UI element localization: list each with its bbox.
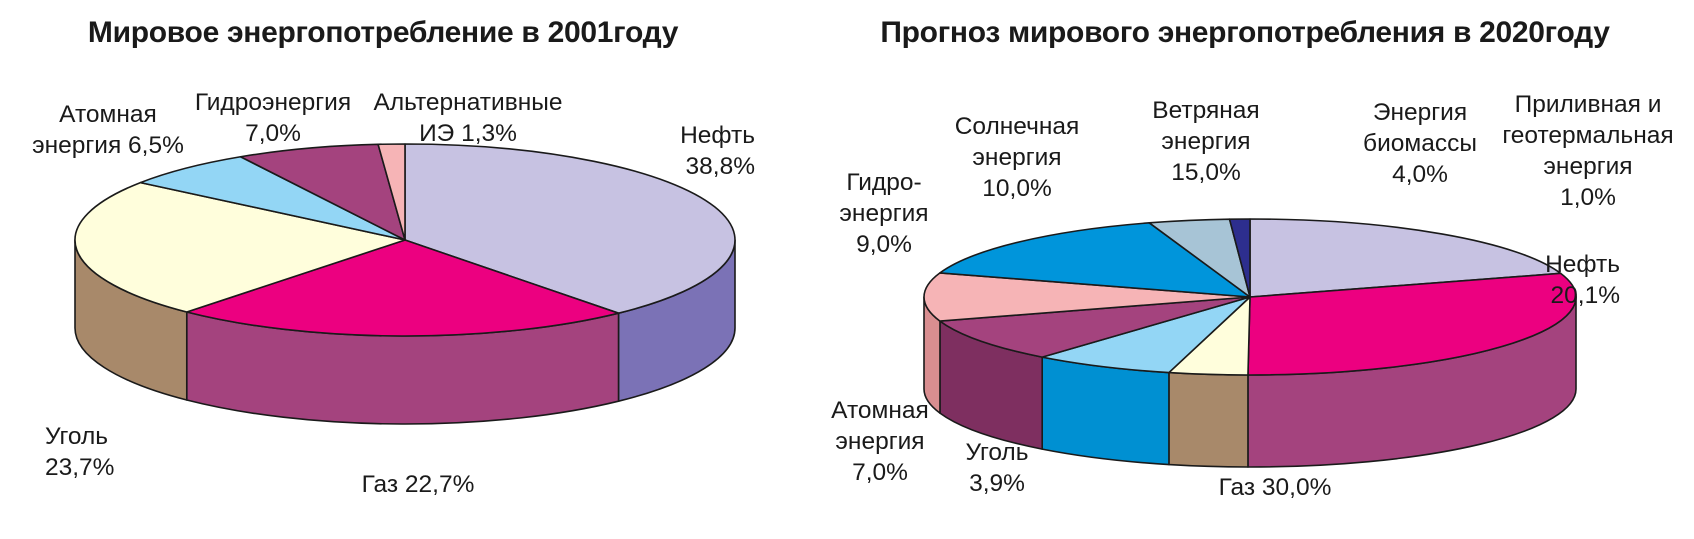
label-line: энергия: [1543, 153, 1632, 180]
label-line: Уголь: [965, 439, 1028, 466]
label-line: Нефть: [680, 122, 755, 149]
pie-2020: [923, 218, 1577, 468]
chart-2020: Прогноз мирового энергопотребления в 202…: [831, 16, 1673, 501]
label-приливная-и-геотермальная-энергия: Приливная и геотермальная энергия 1,0%: [1502, 91, 1673, 211]
label-line: Газ 22,7%: [362, 471, 475, 498]
label-line: 3,9%: [969, 470, 1025, 497]
label-line: Солнечная: [955, 113, 1080, 140]
slice-газ: [185, 239, 620, 337]
labels-2001: Нефть 38,8% Газ 22,7% Уголь 23,7% Атомная энер…: [32, 89, 755, 498]
label-line: Приливная и: [1515, 91, 1662, 118]
label-атомная-энергия: Атомная энергия 6,5%: [32, 101, 184, 159]
side-уголь: [1168, 371, 1249, 468]
label-line: Уголь: [45, 423, 108, 450]
label-line: энергия 6,5%: [32, 132, 184, 159]
slice-ветряная-энергия: [939, 222, 1251, 298]
label-line: ИЭ 1,3%: [419, 120, 517, 147]
slice-атомная-энергия: [1041, 296, 1251, 374]
slice-альтернативные-иэ: [377, 143, 406, 241]
label-гидроэнергия: Гидро-энергия 9,0%: [839, 169, 928, 258]
label-газ: Газ 30,0%: [1219, 474, 1332, 501]
label-line: Альтернативные: [374, 89, 563, 116]
label-line: энергия: [839, 200, 928, 227]
label-солнечная-энергия: Солнечная энергия 10,0%: [955, 113, 1080, 202]
label-нефть: Нефть 38,8%: [680, 122, 755, 180]
label-альтернативные-иэ: Альтернативные ИЭ 1,3%: [374, 89, 563, 147]
slice-атомная-энергия: [139, 155, 406, 241]
label-line: Гидроэнергия: [195, 89, 351, 116]
label-line: 15,0%: [1171, 159, 1240, 186]
label-line: Газ 30,0%: [1219, 474, 1332, 501]
top-faces: [74, 143, 736, 337]
label-line: Атомная: [831, 397, 929, 424]
side-атомная-энергия: [1041, 356, 1170, 466]
label-line: 9,0%: [856, 231, 912, 258]
side-walls: [74, 239, 736, 425]
slice-солнечная-энергия: [923, 272, 1251, 322]
slice-уголь: [74, 181, 406, 313]
label-line: 38,8%: [686, 153, 755, 180]
slice-нефть: [404, 143, 736, 314]
slice-газ: [1247, 272, 1577, 376]
label-line: биомассы: [1363, 130, 1477, 157]
side-walls: [923, 296, 1577, 468]
label-line: Энергия: [1373, 99, 1467, 126]
label-line: 20,1%: [1551, 282, 1620, 309]
label-line: 23,7%: [45, 454, 114, 481]
label-line: 7,0%: [852, 459, 908, 486]
label-line: геотермальная: [1502, 122, 1673, 149]
label-line: 4,0%: [1392, 161, 1448, 188]
label-атомная-энергия: Атомная энергия 7,0%: [831, 397, 929, 486]
label-ветряная-энергия: Ветряная энергия 15,0%: [1152, 97, 1259, 186]
label-line: энергия: [1161, 128, 1250, 155]
label-нефть: Нефть 20,1%: [1545, 251, 1620, 309]
label-гидроэнергия: Гидроэнергия 7,0%: [195, 89, 351, 147]
labels-2020: Нефть 20,1% Газ 30,0% Уголь 3,9% Атомная энерг…: [831, 91, 1673, 501]
label-газ: Газ 22,7%: [362, 471, 475, 498]
label-уголь: Уголь 3,9%: [965, 439, 1028, 497]
top-faces: [923, 218, 1577, 376]
slice-гидроэнергия: [939, 296, 1251, 358]
slice-гидроэнергия: [239, 143, 406, 241]
slice-нефть: [1249, 218, 1562, 298]
chart-2020-title: Прогноз мирового энергопотребления в 202…: [880, 16, 1610, 49]
label-уголь: Уголь 23,7%: [45, 423, 114, 481]
label-line: Ветряная: [1152, 97, 1259, 124]
label-line: 10,0%: [982, 175, 1051, 202]
label-line: Нефть: [1545, 251, 1620, 278]
chart-2001-title: Мировое энергопотребление в 2001году: [88, 16, 679, 49]
pie-2001: [74, 143, 736, 425]
label-line: Гидро-: [846, 169, 921, 196]
label-line: энергия: [835, 428, 924, 455]
label-line: энергия: [972, 144, 1061, 171]
label-line: Атомная: [59, 101, 157, 128]
label-энергия-биомассы: Энергия биомассы 4,0%: [1363, 99, 1477, 188]
label-line: 1,0%: [1560, 184, 1616, 211]
chart-2001: Мировое энергопотребление в 2001году Неф…: [32, 16, 755, 498]
label-line: 7,0%: [245, 120, 301, 147]
slice-приливная-и-геотермальная-энергия: [1228, 218, 1251, 298]
